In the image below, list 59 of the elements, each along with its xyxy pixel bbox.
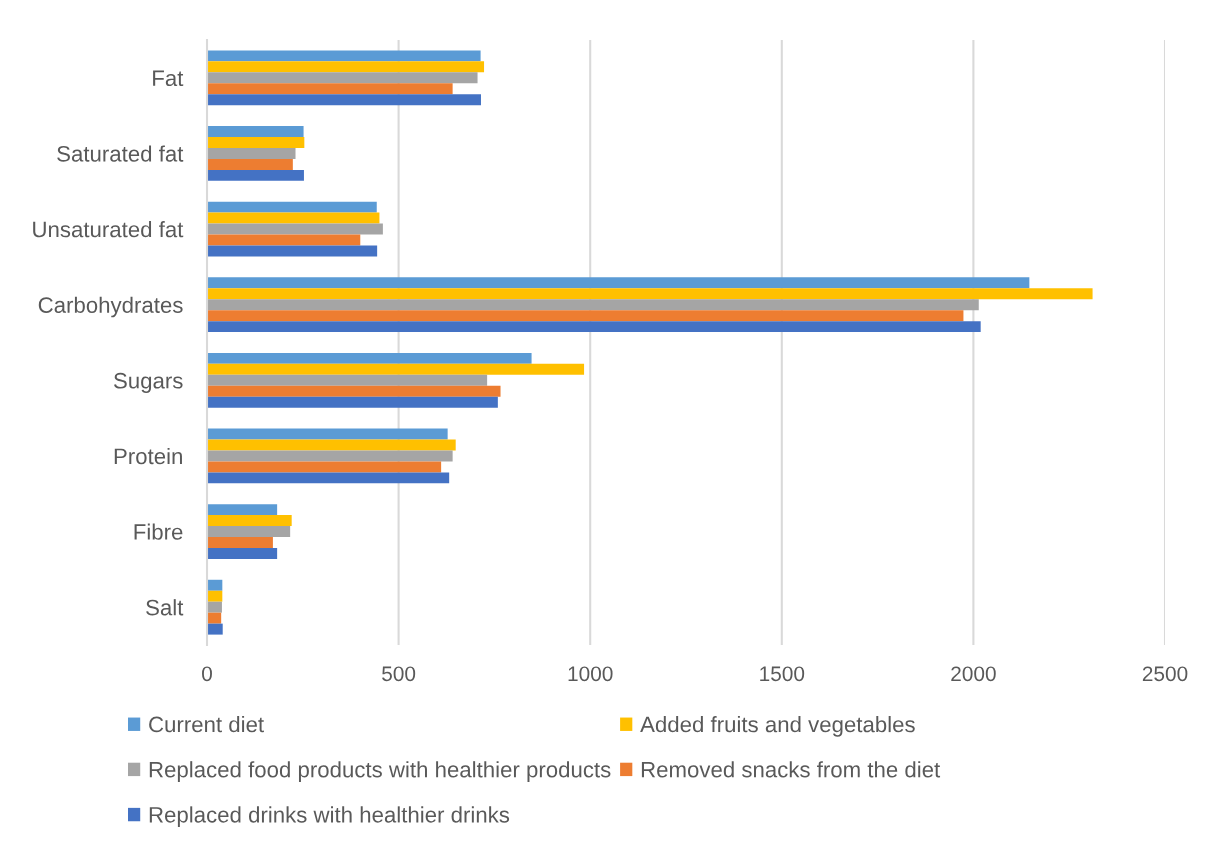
- bar: [207, 428, 448, 440]
- bar: [207, 50, 481, 62]
- x-tick-label: 0: [202, 666, 212, 682]
- y-tick-label: Unsaturated fat: [33, 221, 184, 238]
- bar: [207, 288, 1093, 300]
- bar: [207, 504, 278, 516]
- bar: [207, 385, 501, 397]
- legend-label: Replaced food products with healthier products: [149, 761, 611, 782]
- bar: [207, 310, 964, 322]
- legend-label: Removed snacks from the diet: [641, 761, 941, 778]
- bar: [207, 299, 979, 311]
- x-tick-label: 1500: [760, 666, 805, 682]
- bar: [207, 212, 380, 224]
- bar: [207, 245, 378, 257]
- bar: [207, 321, 981, 333]
- bar: [207, 234, 361, 246]
- bar: [207, 126, 304, 137]
- x-tick-label: 2000: [951, 666, 996, 682]
- x-tick-label: 2500: [1142, 666, 1188, 682]
- bar: [207, 72, 478, 84]
- bar: [207, 223, 383, 235]
- bar: [207, 363, 585, 375]
- y-tick-label: Sugars: [113, 372, 183, 393]
- bar: [207, 201, 377, 213]
- y-tick-label: Protein: [114, 447, 182, 465]
- bar: [207, 515, 292, 527]
- bar: [207, 601, 222, 613]
- bar: [207, 83, 453, 95]
- bar: [207, 623, 223, 635]
- bar: [207, 396, 498, 408]
- y-tick-label: Fibre: [134, 523, 183, 540]
- y-tick-label: Fat: [153, 70, 184, 87]
- bar: [207, 461, 442, 473]
- bar: [207, 526, 291, 538]
- bar: [207, 439, 456, 451]
- bar: [207, 136, 305, 148]
- bar: [207, 158, 293, 170]
- y-tick-label: Carbohydrates: [38, 296, 183, 318]
- y-tick-label: Saturated fat: [57, 145, 184, 162]
- x-tick-label: 1000: [568, 666, 613, 682]
- bar: [207, 147, 296, 159]
- bar: [207, 537, 273, 549]
- bar: [207, 612, 222, 624]
- legend-label: Current diet: [149, 716, 264, 733]
- bar: [207, 590, 223, 602]
- x-tick-label: 500: [382, 666, 416, 682]
- bar: [207, 450, 453, 462]
- bar: [207, 61, 485, 73]
- bar: [207, 374, 488, 386]
- bar: [207, 169, 304, 181]
- legend-label: Replaced drinks with healthier drinks: [149, 806, 510, 828]
- bar: [207, 472, 450, 484]
- y-tick-label: Salt: [146, 599, 184, 616]
- bar: [207, 352, 532, 364]
- bar: [207, 94, 481, 106]
- bar: [207, 548, 278, 559]
- bar: [207, 579, 223, 591]
- legend-label: Added fruits and vegetables: [640, 716, 915, 737]
- bar: [207, 277, 1030, 289]
